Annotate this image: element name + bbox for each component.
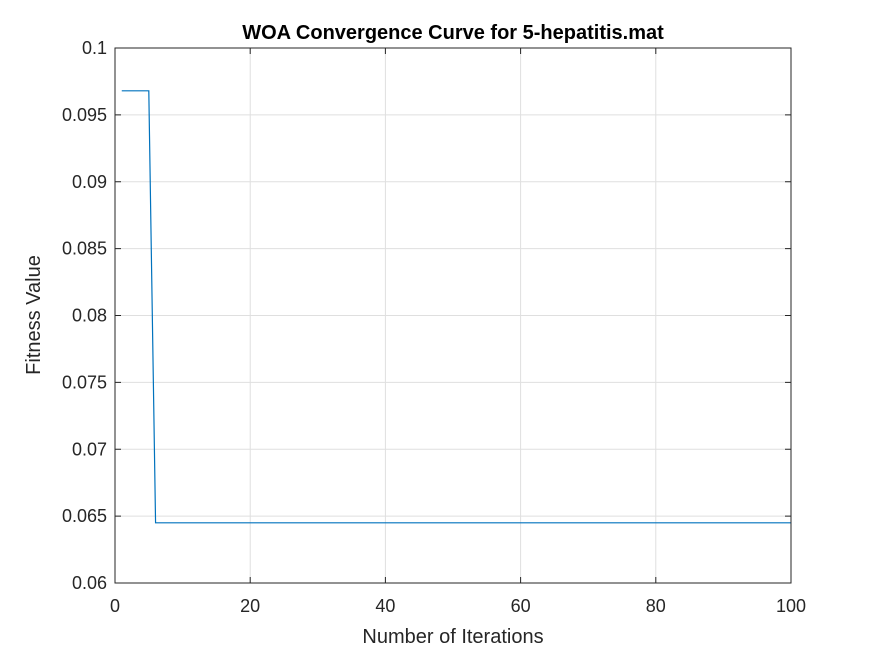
y-tick-label: 0.06: [72, 573, 107, 593]
y-tick-label: 0.085: [62, 239, 107, 259]
convergence-line: [121, 90, 791, 524]
x-tick-label: 60: [511, 596, 531, 616]
y-tick-labels: 0.06 0.065 0.07 0.075 0.08 0.085 0.09 0.095 0.1: [62, 38, 107, 593]
x-tick-labels: 0 20 40 60 80 100: [110, 596, 806, 616]
x-tick-label: 0: [110, 596, 120, 616]
y-tick-label: 0.07: [72, 439, 107, 459]
y-tick-label: 0.09: [72, 172, 107, 192]
y-tick-label: 0.075: [62, 372, 107, 392]
series-group: [121, 90, 791, 524]
y-tick-label: 0.065: [62, 506, 107, 526]
ticks: [114, 47, 792, 584]
x-tick-label: 20: [240, 596, 260, 616]
x-tick-label: 100: [776, 596, 806, 616]
chart-title: WOA Convergence Curve for 5-hepatitis.ma…: [242, 22, 664, 44]
y-tick-label: 0.1: [82, 38, 107, 58]
y-tick-label: 0.095: [62, 105, 107, 125]
y-axis-label: Fitness Value: [23, 255, 45, 375]
x-tick-label: 40: [375, 596, 395, 616]
y-tick-label: 0.08: [72, 306, 107, 326]
x-axis-label: Number of Iterations: [362, 626, 543, 648]
x-tick-label: 80: [646, 596, 666, 616]
